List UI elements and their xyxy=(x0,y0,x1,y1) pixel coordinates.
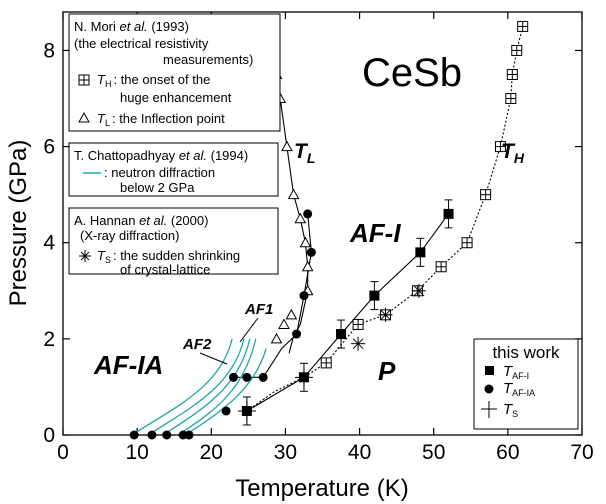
svg-text:below 2 GPa: below 2 GPa xyxy=(120,180,195,195)
svg-text:measurements): measurements) xyxy=(163,52,253,67)
svg-text:TS: the sudden shrinking: TS: the sudden shrinking xyxy=(97,248,240,265)
ts-point xyxy=(380,309,391,321)
tafia-point xyxy=(303,209,313,219)
phase-label-af2: AF2 xyxy=(182,336,212,353)
curve-label-tl: TL xyxy=(294,140,315,166)
y-tick-label: 8 xyxy=(43,39,55,62)
tafia-point xyxy=(306,247,316,257)
svg-text:this work: this work xyxy=(492,343,560,362)
neutron-line xyxy=(166,338,251,434)
svg-text:(X-ray diffraction): (X-ray diffraction) xyxy=(80,228,179,243)
neutron-line xyxy=(151,338,245,434)
y-tick-label: 2 xyxy=(43,328,55,351)
tl-point xyxy=(285,308,298,320)
phase-label-af1: AF1 xyxy=(244,301,273,318)
tafia-point xyxy=(147,430,157,440)
tl-point xyxy=(278,318,290,329)
tafia-point xyxy=(292,329,302,339)
tl-point xyxy=(301,260,314,272)
svg-text:TH: the onset of the: TH: the onset of the xyxy=(97,72,210,89)
legend-tl-marker xyxy=(78,111,90,123)
taf1-point xyxy=(415,247,426,258)
ts-point xyxy=(413,285,425,297)
svg-text:T. Chattopadhyay et al. (1994): T. Chattopadhyay et al. (1994) xyxy=(74,148,248,163)
tl-point xyxy=(294,212,307,224)
phase-label-p: P xyxy=(378,356,396,386)
plot-frame xyxy=(62,11,583,436)
curve-th xyxy=(246,26,524,412)
ts-point xyxy=(352,338,364,350)
svg-text:(the electrical resistivity: (the electrical resistivity xyxy=(74,36,209,51)
af2-pointer xyxy=(199,352,228,365)
legend-th-marker xyxy=(78,74,90,86)
y-tick-label: 6 xyxy=(43,136,55,159)
legend-this-work: this work TAF-I TAF-IA TS xyxy=(473,338,579,430)
x-tick-label: 50 xyxy=(422,441,445,464)
tafia-point xyxy=(129,430,139,440)
phase-label-af-ia: AF-IA xyxy=(93,350,163,380)
y-axis-title: Pressure (GPa) xyxy=(5,140,32,307)
data-markers xyxy=(129,20,529,440)
taf1-point xyxy=(443,208,454,219)
x-tick-label: 40 xyxy=(348,441,371,464)
tl-point xyxy=(287,188,300,200)
neutron-line xyxy=(188,348,267,434)
tafia-point xyxy=(258,372,268,382)
y-tick-label: 0 xyxy=(43,424,55,447)
curve-taf1 xyxy=(246,213,449,412)
x-tick-label: 0 xyxy=(57,441,69,464)
curve-label-th: TH xyxy=(501,140,525,166)
svg-text:A. Hannan et al. (2000): A. Hannan et al. (2000) xyxy=(74,213,208,228)
legend-mori: N. Mori et al. (1993) (the electrical re… xyxy=(68,13,281,132)
neutron-diffraction-lines xyxy=(135,338,267,434)
neutron-line xyxy=(181,338,257,434)
tl-point xyxy=(281,140,293,152)
tafia-point xyxy=(178,430,188,440)
svg-text:TS: TS xyxy=(503,401,518,419)
x-tick-label: 60 xyxy=(496,441,519,464)
taf1-point xyxy=(336,329,347,340)
x-tick-label: 70 xyxy=(570,441,593,464)
neutron-line xyxy=(135,338,233,434)
taf1-point xyxy=(369,290,380,301)
af1-pointer xyxy=(239,317,259,343)
tl-point xyxy=(270,332,283,344)
svg-text:of crystal-lattice: of crystal-lattice xyxy=(120,262,210,277)
tafia-point xyxy=(299,291,309,301)
compound-label: CeSb xyxy=(362,51,462,95)
x-axis-title: Temperature (K) xyxy=(235,475,408,502)
tafia-point xyxy=(242,372,252,382)
x-tick-label: 10 xyxy=(125,441,148,464)
svg-text:huge enhancement: huge enhancement xyxy=(120,90,232,105)
svg-text:: neutron diffraction: : neutron diffraction xyxy=(104,165,215,180)
y-tick-label: 4 xyxy=(43,232,55,255)
svg-text:N. Mori et al. (1993): N. Mori et al. (1993) xyxy=(74,19,189,34)
legend-hannan: A. Hannan et al. (2000) (X-ray diffracti… xyxy=(68,207,279,277)
legend-ts-asterisk xyxy=(79,250,91,262)
tafia-point xyxy=(229,372,239,382)
phase-label-af-i: AF-I xyxy=(349,218,401,248)
x-tick-label: 30 xyxy=(274,441,297,464)
tafia-point xyxy=(162,430,172,440)
tafia-point xyxy=(221,406,231,416)
svg-text:TAF-I: TAF-I xyxy=(503,363,529,381)
x-tick-label: 20 xyxy=(200,441,223,464)
svg-text:TAF-IA: TAF-IA xyxy=(503,380,535,398)
tl-point xyxy=(299,236,312,248)
svg-text:TL: the Inflection point: TL: the Inflection point xyxy=(97,111,225,128)
legend-chattopadhyay: T. Chattopadhyay et al. (1994) : neutron… xyxy=(68,142,279,197)
